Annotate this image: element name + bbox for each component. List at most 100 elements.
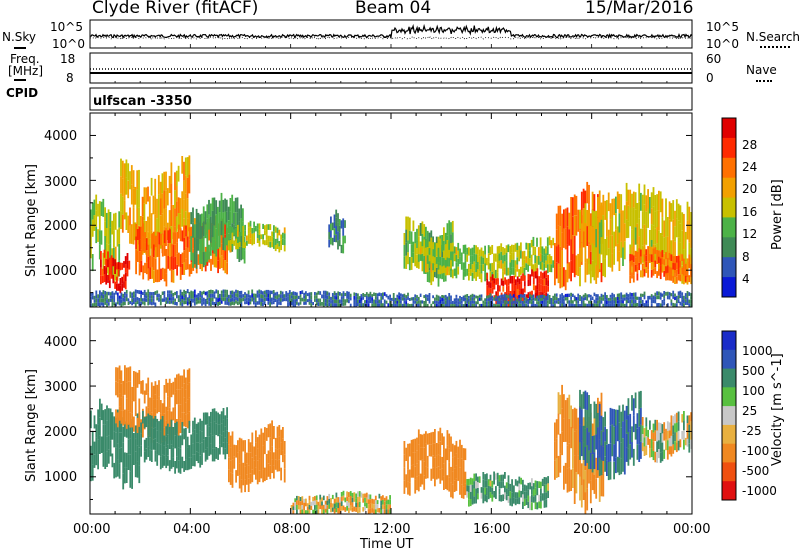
- velocity-cell: [387, 504, 390, 510]
- power-cell: [466, 294, 469, 298]
- power-cell: [604, 258, 606, 278]
- power-cell: [455, 270, 458, 279]
- velocity-cell: [315, 495, 318, 500]
- power-cell: [688, 254, 691, 262]
- power-cell: [113, 295, 116, 300]
- velocity-cell: [265, 454, 268, 467]
- velocity-cell: [297, 500, 300, 505]
- power-cell: [161, 245, 164, 257]
- power-cell: [659, 303, 662, 307]
- power-cell: [640, 303, 642, 307]
- velocity-cell: [154, 381, 157, 395]
- power-ytick-1000: 1000: [44, 264, 78, 279]
- power-cell: [276, 299, 279, 304]
- velocity-cell: [615, 441, 617, 458]
- power-cell: [226, 301, 228, 305]
- power-cell: [566, 263, 569, 283]
- velocity-cell: [177, 447, 180, 461]
- velocity-cell: [106, 420, 108, 437]
- velocity-cell: [531, 486, 533, 495]
- power-cell: [185, 225, 187, 237]
- velocity-cell: [305, 502, 307, 507]
- velocity-cell: [632, 398, 635, 416]
- power-cell: [428, 232, 431, 246]
- power-cell: [236, 197, 239, 213]
- velocity-cell: [374, 500, 377, 505]
- power-cell: [627, 297, 630, 301]
- power-cell: [584, 203, 587, 224]
- power-cell: [430, 237, 433, 247]
- power-cell: [269, 290, 271, 295]
- velocity-cell: [640, 407, 642, 425]
- power-cell: [634, 209, 637, 228]
- power-cell: [686, 298, 689, 302]
- velocity-cell: [453, 445, 456, 457]
- power-cell: [496, 246, 499, 255]
- power-cell: [487, 295, 490, 299]
- power-cell: [521, 294, 524, 298]
- velocity-cell: [369, 494, 372, 500]
- power-cell: [489, 303, 492, 307]
- velocity-cell: [348, 492, 350, 498]
- velocity-cell: [294, 498, 297, 503]
- power-cell: [609, 300, 612, 304]
- velocity-cell: [181, 433, 184, 446]
- velocity-cell: [417, 429, 420, 445]
- power-cell: [681, 230, 684, 248]
- power-cell: [500, 260, 503, 269]
- velocity-cell: [403, 454, 406, 468]
- power-cell: [609, 297, 612, 301]
- power-cell: [283, 227, 286, 234]
- power-cell: [416, 241, 418, 248]
- velocity-cell: [142, 423, 144, 438]
- velocity-cell: [464, 471, 467, 484]
- power-cell: [353, 299, 356, 303]
- power-cell: [133, 297, 135, 301]
- velocity-cell: [170, 383, 173, 398]
- power-cell: [597, 237, 599, 258]
- velocity-cell: [666, 421, 669, 431]
- velocity-cell: [125, 413, 128, 429]
- power-cell: [638, 300, 641, 304]
- power-cell: [450, 234, 452, 247]
- velocity-cell: [383, 510, 386, 514]
- power-cell: [582, 297, 585, 301]
- power-cell: [251, 297, 254, 302]
- velocity-cell: [97, 439, 99, 455]
- velocity-cell: [118, 393, 121, 407]
- power-cell: [109, 295, 112, 299]
- power-cell: [595, 297, 598, 301]
- power-cell: [172, 222, 175, 239]
- power-cell: [197, 254, 200, 265]
- power-cell: [523, 259, 526, 268]
- power-cell: [274, 238, 277, 245]
- power-cell: [683, 275, 685, 282]
- power-cell: [521, 265, 524, 274]
- power-cell: [407, 240, 409, 253]
- power-cell: [400, 300, 402, 304]
- power-cell: [460, 297, 463, 301]
- power-cell: [591, 209, 594, 227]
- power-cell: [636, 273, 639, 281]
- power-cell: [593, 263, 596, 281]
- velocity-cell: [572, 448, 574, 469]
- power-cell: [555, 296, 558, 301]
- power-cell: [623, 205, 626, 224]
- power-cell: [573, 298, 576, 302]
- power-cell: [575, 300, 578, 304]
- power-cell: [683, 213, 685, 232]
- velocity-cell: [204, 412, 207, 425]
- velocity-cell: [145, 416, 148, 428]
- velocity-cell: [670, 435, 673, 447]
- power-cell: [224, 301, 227, 305]
- velocity-cell: [106, 405, 108, 421]
- velocity-cell: [185, 438, 187, 449]
- power-cell: [647, 189, 649, 209]
- power-cell: [561, 232, 563, 251]
- velocity-cell: [559, 433, 562, 454]
- power-cell: [441, 235, 443, 246]
- velocity-cell: [118, 406, 121, 421]
- velocity-cell: [331, 503, 334, 508]
- power-cell: [548, 298, 551, 301]
- velocity-cell: [109, 408, 112, 425]
